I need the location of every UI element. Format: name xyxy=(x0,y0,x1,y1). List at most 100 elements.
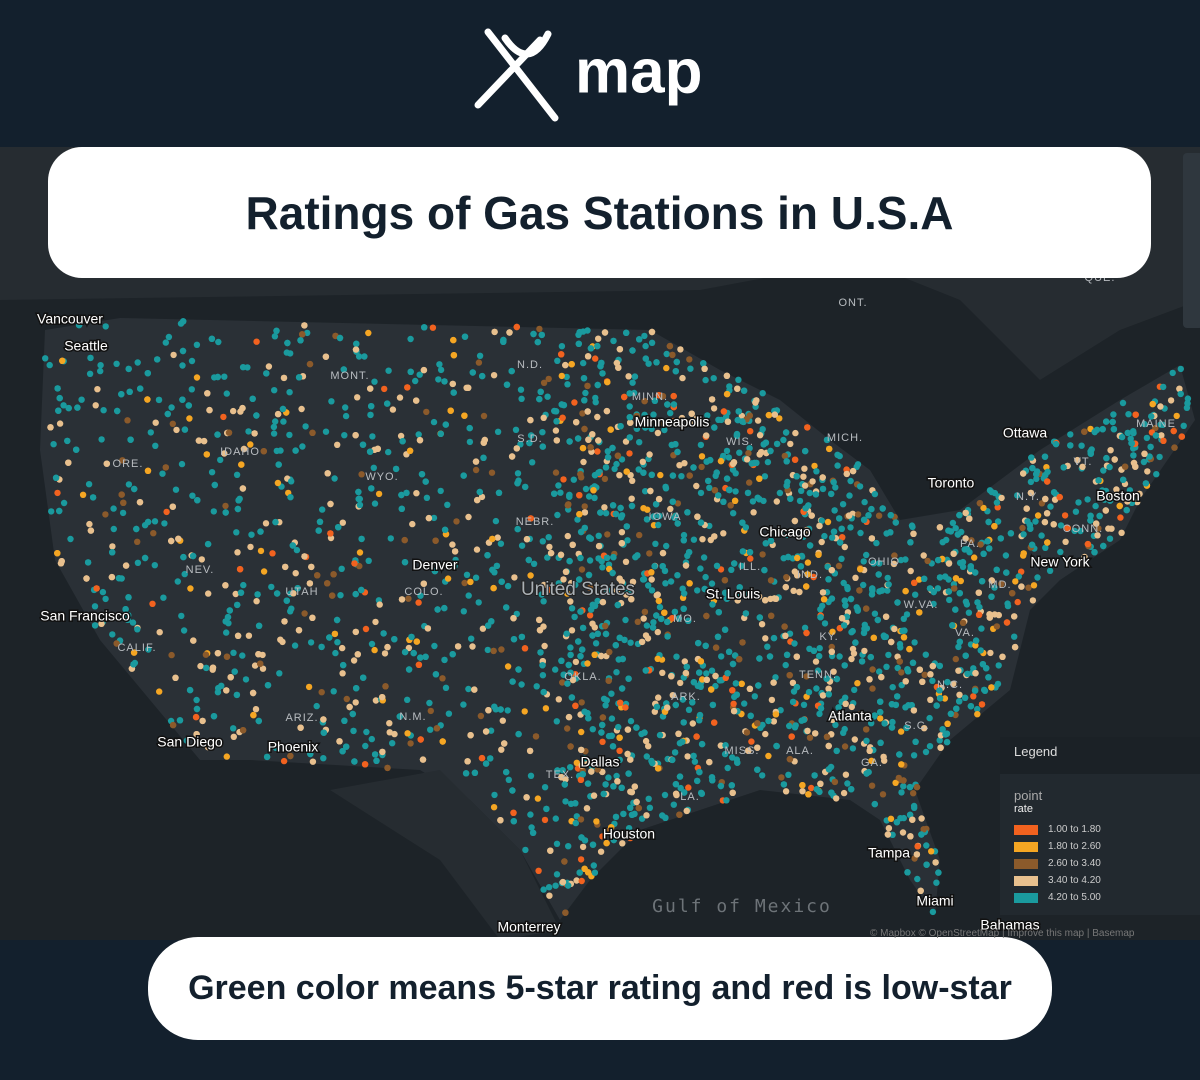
station-dot xyxy=(900,777,907,784)
station-dot xyxy=(688,419,696,426)
station-dot xyxy=(210,713,218,720)
station-dot xyxy=(670,417,678,425)
station-dot xyxy=(79,491,87,498)
station-dot xyxy=(503,768,510,776)
station-dot xyxy=(910,790,917,797)
station-dot xyxy=(125,481,133,488)
station-dot xyxy=(659,393,667,400)
station-dot xyxy=(356,549,364,556)
station-dot xyxy=(673,358,680,366)
station-dot xyxy=(689,720,696,727)
station-dot xyxy=(663,364,670,372)
station-dot xyxy=(923,861,930,868)
station-dot xyxy=(605,677,612,684)
station-dot xyxy=(608,715,616,722)
station-dot xyxy=(861,647,868,655)
station-dot xyxy=(1028,454,1035,461)
map-toolbar[interactable] xyxy=(1183,153,1200,328)
station-dot xyxy=(971,554,978,561)
station-dot xyxy=(437,430,444,437)
station-dot xyxy=(273,327,280,334)
region-label: MICH. xyxy=(827,432,863,444)
station-dot xyxy=(840,729,847,736)
station-dot xyxy=(721,750,729,758)
station-dot xyxy=(730,707,738,715)
station-dot xyxy=(421,324,428,331)
station-dot xyxy=(654,628,661,636)
station-dot xyxy=(215,338,222,346)
region-label: OHIO xyxy=(868,556,900,568)
station-dot xyxy=(729,687,736,694)
station-dot xyxy=(181,426,189,433)
station-dot xyxy=(892,519,899,526)
station-dot xyxy=(817,606,824,613)
station-dot xyxy=(512,426,520,433)
region-label: UTAH xyxy=(285,586,318,598)
station-dot xyxy=(368,640,376,648)
station-dot xyxy=(653,612,660,619)
station-dot xyxy=(743,591,751,598)
station-dot xyxy=(429,324,437,331)
station-dot xyxy=(503,604,510,611)
station-dot xyxy=(802,505,809,512)
station-dot xyxy=(655,495,663,503)
station-dot xyxy=(685,549,693,556)
station-dot xyxy=(188,357,196,365)
station-dot xyxy=(830,668,837,675)
station-dot xyxy=(576,511,583,518)
station-dot xyxy=(352,628,359,636)
station-dot xyxy=(480,439,487,446)
station-dot xyxy=(915,576,923,583)
station-dot xyxy=(708,667,716,674)
station-dot xyxy=(701,365,708,372)
station-dot xyxy=(696,711,704,719)
station-dot xyxy=(651,397,659,404)
station-dot xyxy=(977,647,984,654)
station-dot xyxy=(444,575,452,582)
station-dot xyxy=(297,724,304,731)
station-dot xyxy=(578,728,585,736)
station-dot xyxy=(896,658,903,665)
station-dot xyxy=(723,447,731,455)
station-dot xyxy=(302,423,309,430)
station-dot xyxy=(205,590,212,597)
header: map xyxy=(474,28,702,122)
station-dot xyxy=(616,634,623,641)
station-dot xyxy=(575,638,582,645)
station-dot xyxy=(546,543,553,551)
station-dot xyxy=(963,545,971,553)
station-dot xyxy=(504,663,512,670)
station-dot xyxy=(602,781,609,788)
station-dot xyxy=(463,571,471,578)
station-dot xyxy=(929,908,937,916)
station-dot xyxy=(404,730,411,737)
station-dot xyxy=(1096,512,1103,520)
station-dot xyxy=(585,493,593,500)
station-dot xyxy=(193,705,201,713)
station-dot xyxy=(656,731,664,739)
station-dot xyxy=(612,642,619,649)
station-dot xyxy=(1106,535,1114,542)
region-label: WIS. xyxy=(726,436,754,448)
legend-swatch xyxy=(1014,858,1038,869)
station-dot xyxy=(871,490,879,498)
station-dot xyxy=(539,672,547,679)
station-dot xyxy=(678,414,686,422)
station-dot xyxy=(521,708,528,715)
station-dot xyxy=(87,527,95,534)
station-dot xyxy=(557,551,565,558)
station-dot xyxy=(828,648,835,655)
station-dot xyxy=(913,851,921,858)
station-dot xyxy=(233,691,241,699)
station-dot xyxy=(118,491,125,498)
station-dot xyxy=(912,738,919,745)
station-dot xyxy=(671,608,679,616)
station-dot xyxy=(956,638,963,645)
station-dot xyxy=(172,486,180,493)
station-dot xyxy=(629,477,636,484)
station-dot xyxy=(1091,428,1098,436)
station-dot xyxy=(422,653,429,660)
station-dot xyxy=(204,540,212,548)
station-dot xyxy=(1023,505,1030,512)
station-dot xyxy=(585,571,593,579)
